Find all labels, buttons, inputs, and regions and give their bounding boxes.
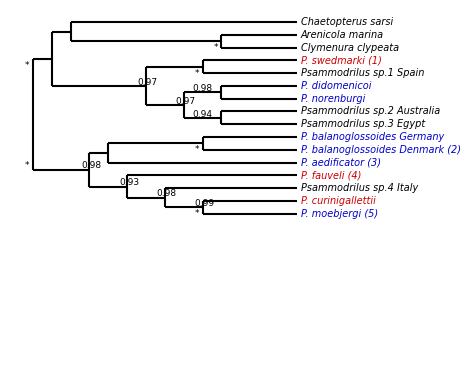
Text: Chaetopterus sarsi: Chaetopterus sarsi [301, 17, 393, 27]
Text: Arenicola marina: Arenicola marina [301, 30, 383, 40]
Text: *: * [213, 43, 218, 52]
Text: Psammodrilus sp.4 Italy: Psammodrilus sp.4 Italy [301, 183, 418, 193]
Text: P. swedmarki (1): P. swedmarki (1) [301, 56, 382, 65]
Text: 0.98: 0.98 [82, 161, 101, 171]
Text: Psammodrilus sp.1 Spain: Psammodrilus sp.1 Spain [301, 68, 424, 78]
Text: 0.98: 0.98 [157, 189, 177, 198]
Text: P. didomenicoi: P. didomenicoi [301, 81, 371, 91]
Text: P. norenburgi: P. norenburgi [301, 94, 365, 104]
Text: 0.94: 0.94 [192, 110, 212, 118]
Text: 0.97: 0.97 [175, 97, 196, 106]
Text: Psammodrilus sp.3 Egypt: Psammodrilus sp.3 Egypt [301, 119, 425, 129]
Text: P. fauveli (4): P. fauveli (4) [301, 171, 361, 181]
Text: Psammodrilus sp.2 Australia: Psammodrilus sp.2 Australia [301, 107, 440, 117]
Text: 0.99: 0.99 [194, 199, 215, 208]
Text: Clymenura clypeata: Clymenura clypeata [301, 43, 399, 53]
Text: *: * [25, 61, 29, 70]
Text: 0.93: 0.93 [119, 178, 139, 187]
Text: *: * [195, 145, 199, 154]
Text: P. curinigallettii: P. curinigallettii [301, 196, 375, 206]
Text: P. balanoglossoides Germany: P. balanoglossoides Germany [301, 132, 444, 142]
Text: *: * [195, 68, 199, 78]
Text: P. balanoglossoides Denmark (2): P. balanoglossoides Denmark (2) [301, 145, 461, 155]
Text: *: * [195, 209, 199, 218]
Text: P. aedificator (3): P. aedificator (3) [301, 158, 381, 168]
Text: 0.97: 0.97 [138, 78, 158, 87]
Text: *: * [25, 161, 29, 171]
Text: 0.98: 0.98 [192, 84, 213, 93]
Text: P. moebjergi (5): P. moebjergi (5) [301, 209, 378, 219]
